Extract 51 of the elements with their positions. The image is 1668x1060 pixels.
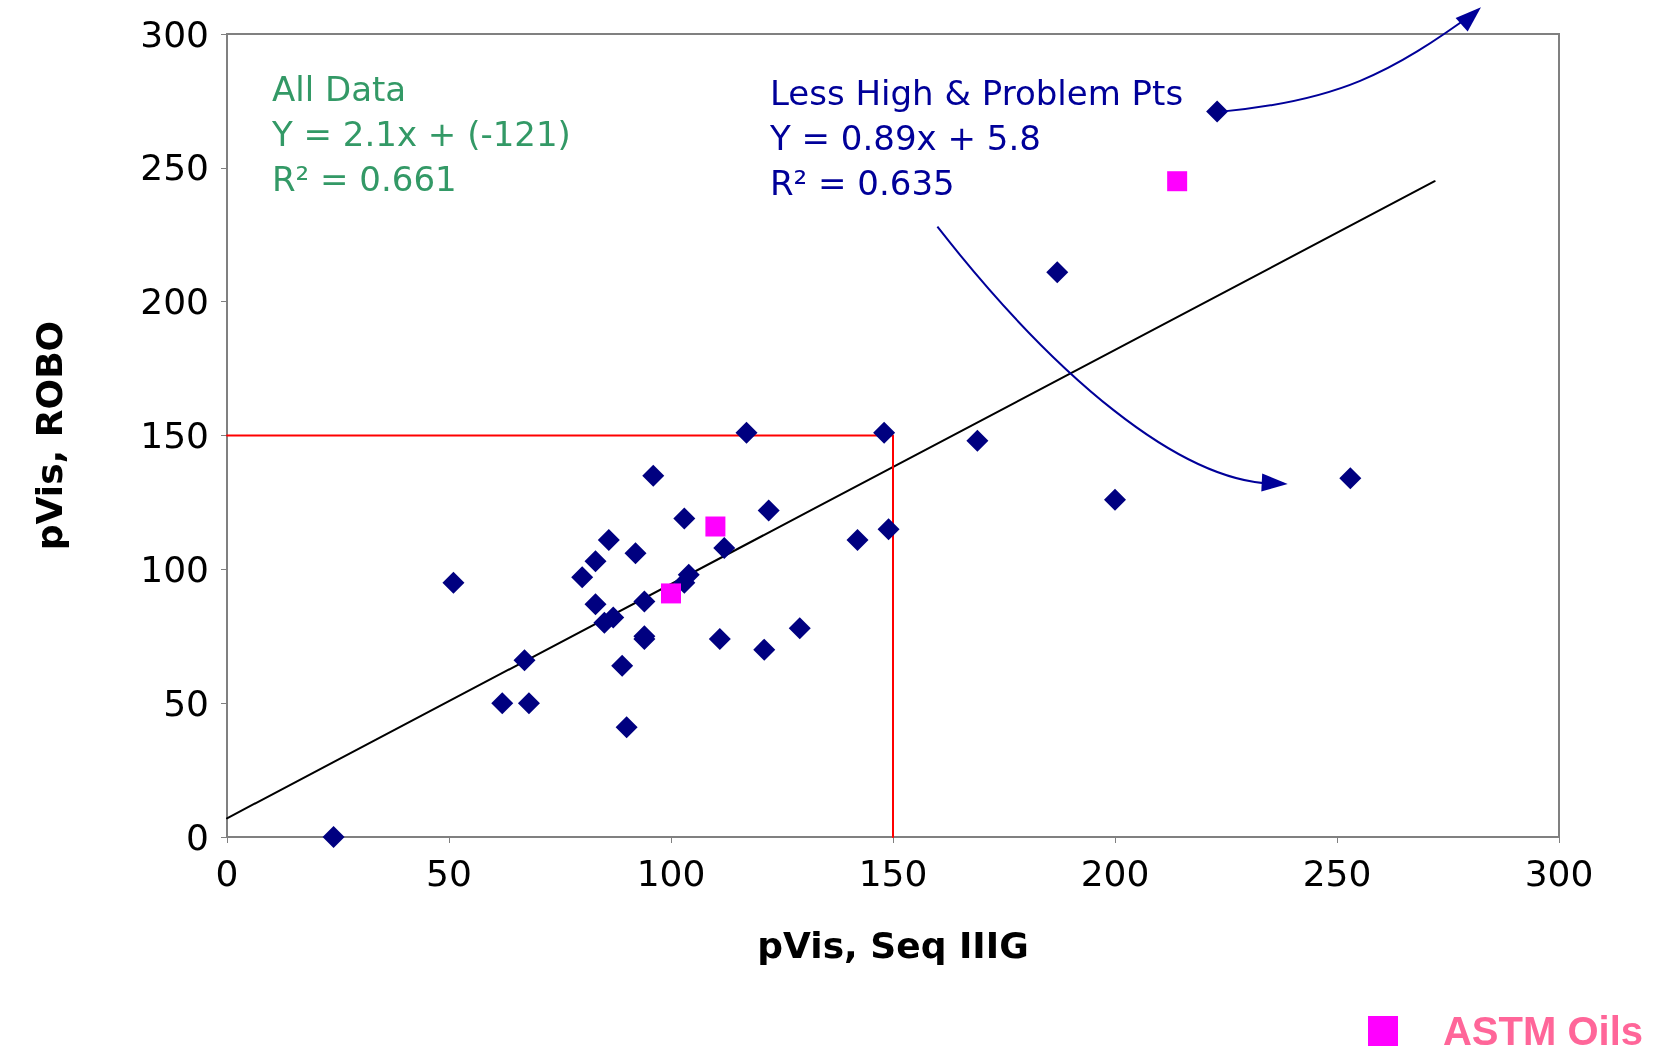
point [571,566,594,589]
y-tick-label: 150 [140,415,209,456]
x-axis-title: pVis, Seq IIIG [757,924,1029,966]
point [1167,171,1188,192]
point [661,583,681,604]
annotation: Less High & Problem Pts Y = 0.89x + 5.8 R² = 0.635 [769,72,1184,203]
point [846,528,869,551]
point [624,542,647,565]
point [611,654,634,677]
point [966,429,989,452]
y-tick-label: 50 [163,682,209,724]
legend-label: ASTM Oils [1442,1009,1644,1053]
x-tick-label: 300 [1524,852,1594,894]
y-tick-label: 0 [186,816,209,858]
point [788,617,811,640]
x-tick-label: 200 [1080,852,1150,894]
point [615,716,638,739]
x-tick-label: 100 [636,852,706,894]
point [877,518,900,541]
point [1339,467,1362,490]
point [873,421,896,444]
point [513,649,536,672]
point [597,528,620,551]
point [1206,100,1229,123]
point [633,590,656,613]
point [642,464,665,487]
annotation: All Data Y = 2.1x + (-121) R² = 0.661 [271,68,571,199]
point [517,692,540,715]
point [584,550,607,573]
y-tick-label: 250 [140,147,209,189]
point [491,692,514,715]
y-axis-title: pVis, ROBO [28,320,70,551]
point [322,826,345,848]
point [753,638,776,661]
y-tick-label: 100 [140,548,209,590]
point [705,516,726,537]
y-tick-label: 200 [140,281,209,323]
point [708,627,731,650]
point [735,421,758,444]
point [584,593,607,616]
point [673,507,696,530]
x-tick-label: 250 [1302,852,1372,894]
point [1104,488,1126,511]
y-tick-label: 300 [140,13,209,55]
point [1046,261,1069,284]
point [757,499,780,522]
x-tick-label: 0 [215,852,239,894]
point [713,536,736,559]
x-tick-label: 50 [426,852,472,894]
x-tick-label: 150 [858,852,928,894]
point [442,571,465,594]
